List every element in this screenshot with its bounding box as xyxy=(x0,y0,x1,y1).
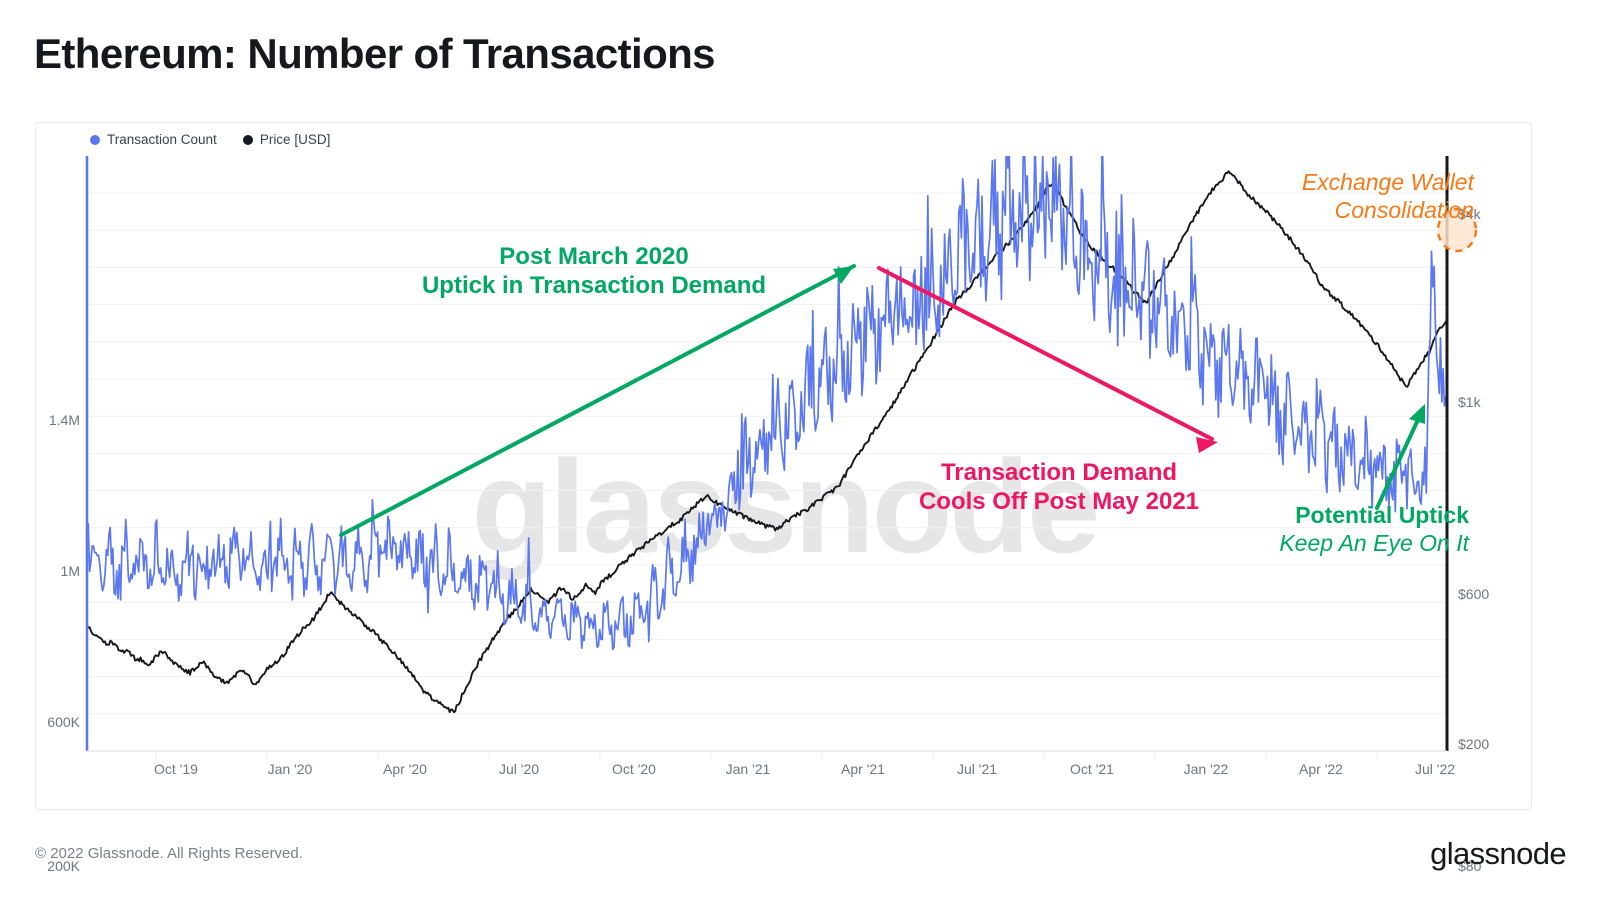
x-tick: Apr '20 xyxy=(383,761,427,777)
annotation-line-2: Cools Off Post May 2021 xyxy=(918,488,1200,516)
annotation-line-1: Exchange Wallet xyxy=(1301,169,1474,195)
legend-item-price[interactable]: Price [USD] xyxy=(242,132,331,147)
exchange-wallet-marker-icon xyxy=(1436,207,1478,253)
legend-item-transaction-count[interactable]: Transaction Count xyxy=(90,132,217,147)
page-title: Ethereum: Number of Transactions xyxy=(34,30,716,77)
y-left-tick: 1.4M xyxy=(48,412,80,428)
y-left-tick: 1M xyxy=(60,563,80,579)
annotation-potential-uptick: Potential Uptick Keep An Eye On It xyxy=(1204,501,1469,557)
x-tick: Jul '20 xyxy=(498,761,540,777)
legend-dot-icon xyxy=(90,134,100,145)
annotation-post-march-2020: Post March 2020 Uptick in Transaction De… xyxy=(389,242,799,301)
x-tick: Jan '22 xyxy=(1183,761,1229,777)
annotation-line-2: Uptick in Transaction Demand xyxy=(421,272,767,300)
y-right-tick: $1k xyxy=(1458,394,1481,410)
x-tick: Jul '21 xyxy=(956,761,998,777)
legend-dot-icon xyxy=(242,134,253,145)
annotation-arrow-potential-uptick xyxy=(1375,404,1425,510)
annotation-line-2: Consolidation xyxy=(1334,197,1474,224)
footer-copyright: © 2022 Glassnode. All Rights Reserved. xyxy=(35,845,303,862)
x-tick: Oct '21 xyxy=(1070,761,1114,777)
annotation-line-1: Transaction Demand xyxy=(940,459,1178,486)
x-tick: Jan '21 xyxy=(725,761,771,777)
chart-svg xyxy=(85,156,1478,759)
x-tick: Oct '19 xyxy=(154,761,198,777)
annotation-exchange-wallet: Exchange Wallet Consolidation xyxy=(1244,168,1474,224)
y-right-tick: $80 xyxy=(1458,858,1482,874)
y-left-tick: 200K xyxy=(47,858,80,874)
annotation-arrow-demand-cools xyxy=(877,266,1218,453)
y-right-tick: $600 xyxy=(1458,586,1490,602)
x-tick: Oct '20 xyxy=(612,761,656,777)
x-tick: Apr '21 xyxy=(841,761,885,777)
chart-card: Transaction Count Price [USD] glassnode xyxy=(35,122,1533,874)
annotation-line-1: Post March 2020 xyxy=(499,243,689,270)
legend-label: Price [USD] xyxy=(259,132,331,147)
annotation-demand-cools: Transaction Demand Cools Off Post May 20… xyxy=(899,458,1219,517)
chart-legend: Transaction Count Price [USD] xyxy=(90,132,330,147)
annotation-arrow-post-march-2020 xyxy=(339,264,856,537)
glassnode-logo: glassnode xyxy=(1430,836,1567,871)
x-tick: Jul '22 xyxy=(1414,761,1456,777)
y-right-tick: $200 xyxy=(1458,736,1490,752)
price-series-line xyxy=(87,170,1447,714)
y-right-tick: $4k xyxy=(1458,206,1481,222)
transaction-count-series-line xyxy=(87,156,1447,651)
plot-area: glassnode xyxy=(36,123,1533,874)
x-tick: Apr '22 xyxy=(1299,761,1343,777)
annotation-line-2: Keep An Eye On It xyxy=(1279,530,1469,557)
x-tick: Jan '20 xyxy=(267,761,313,777)
legend-label: Transaction Count xyxy=(107,132,217,147)
y-left-tick: 600K xyxy=(47,714,80,730)
annotation-line-1: Potential Uptick xyxy=(1295,502,1469,528)
